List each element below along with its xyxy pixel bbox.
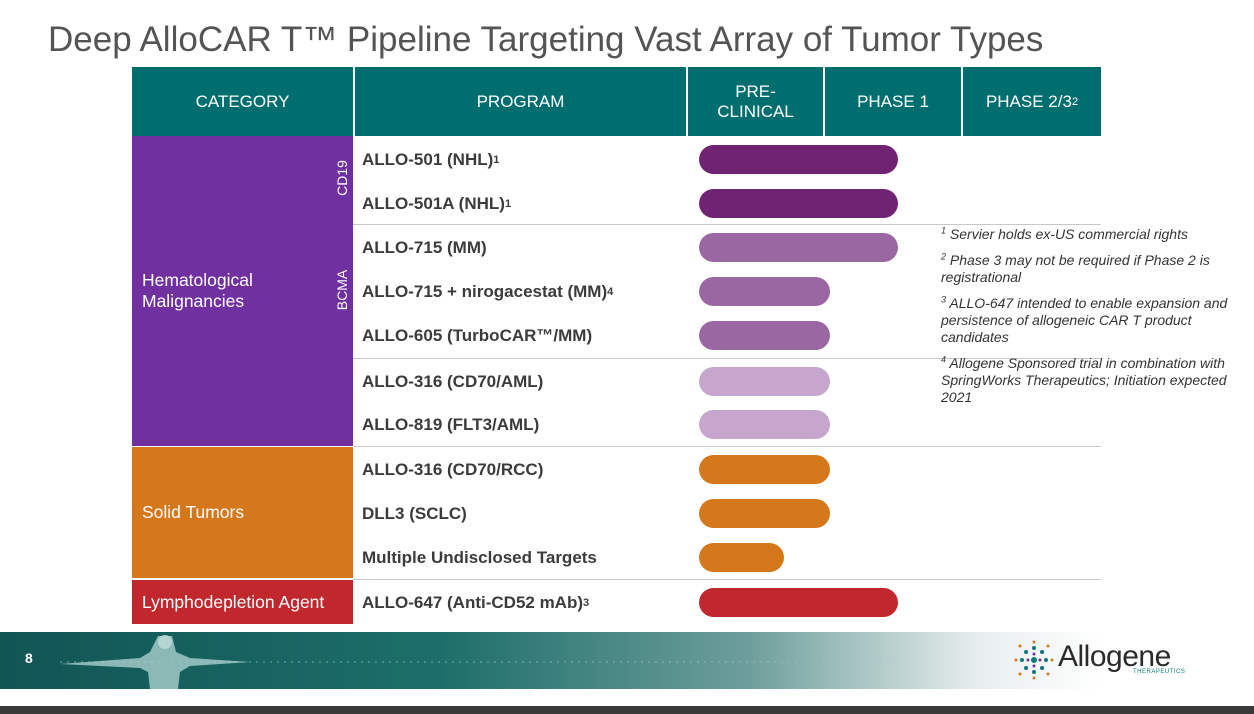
- table-header: CATEGORY PROGRAM PRE- CLINICAL PHASE 1 PH…: [132, 67, 1101, 136]
- row-separator: [353, 224, 1101, 225]
- program-name: ALLO-647 (Anti-CD52 mAb): [362, 593, 584, 612]
- allogene-logo-icon: [1014, 640, 1054, 680]
- allogene-logo-text: Allogene: [1058, 640, 1171, 673]
- program-row-label: ALLO-715 + nirogacestat (MM) 4: [362, 282, 614, 301]
- program-row-label: ALLO-316 (CD70/RCC): [362, 448, 543, 492]
- program-progress-bar: [699, 499, 830, 528]
- program-name: ALLO-501 (NHL): [362, 150, 494, 169]
- program-progress-bar: [699, 588, 898, 617]
- bcma-label: BCMA: [334, 269, 350, 311]
- program-progress-bar: [699, 455, 830, 484]
- row-separator: [353, 579, 1101, 580]
- program-progress-bar: [699, 145, 898, 174]
- program-progress-bar: [699, 277, 830, 306]
- cd19-label: CD19: [334, 160, 350, 196]
- program-name: ALLO-316 (CD70/AML): [362, 372, 544, 391]
- bottom-strip: [0, 706, 1254, 714]
- header-phase23: PHASE 2/3 2: [963, 67, 1101, 136]
- footnote-1: 1 Servier holds ex-US commercial rights: [941, 225, 1188, 242]
- footnote-4: 4 Allogene Sponsored trial in combinatio…: [941, 354, 1227, 405]
- program-progress-bar: [699, 543, 784, 572]
- footnote-2: 2 Phase 3 may not be required if Phase 2…: [941, 251, 1210, 285]
- program-name: ALLO-501A (NHL): [362, 194, 505, 213]
- category-solid-tumors: Solid Tumors: [132, 447, 353, 578]
- program-progress-bar: [699, 321, 830, 350]
- slide-title: Deep AlloCAR T™ Pipeline Targeting Vast …: [48, 20, 1044, 59]
- program-progress-bar: [699, 367, 830, 396]
- program-row-label: ALLO-715 (MM): [362, 226, 487, 270]
- program-name: DLL3 (SCLC): [362, 504, 467, 523]
- program-row-label: ALLO-316 (CD70/AML): [362, 360, 543, 404]
- row-separator: [353, 358, 1101, 359]
- program-name: ALLO-819 (FLT3/AML): [362, 415, 540, 434]
- program-progress-bar: [699, 189, 898, 218]
- program-row-label: ALLO-647 (Anti-CD52 mAb) 3: [362, 593, 590, 612]
- header-program: PROGRAM: [355, 67, 686, 136]
- human-figure-icon: [60, 635, 900, 689]
- category-hematological: Hematological Malignancies: [132, 136, 353, 446]
- row-separator: [353, 446, 1101, 447]
- program-progress-bar: [699, 233, 898, 262]
- program-row-label: ALLO-605 (TurboCAR™/MM): [362, 314, 592, 358]
- program-row-label: DLL3 (SCLC): [362, 492, 467, 536]
- header-phase1: PHASE 1: [825, 67, 961, 136]
- program-name: ALLO-605 (TurboCAR™/MM): [362, 326, 593, 345]
- allogene-logo-subtext: THERAPEUTICS: [1133, 669, 1186, 675]
- category-lymphodepletion: Lymphodepletion Agent: [132, 580, 353, 624]
- program-name: Multiple Undisclosed Targets: [362, 548, 597, 567]
- header-category: CATEGORY: [132, 67, 353, 136]
- page-number: 8: [25, 650, 33, 666]
- footnote-3: 3 ALLO-647 intended to enable expansion …: [941, 294, 1228, 345]
- program-name: ALLO-316 (CD70/RCC): [362, 460, 544, 479]
- program-row-label: ALLO-501A (NHL) 1: [362, 194, 512, 213]
- program-row-label: ALLO-819 (FLT3/AML): [362, 403, 539, 447]
- header-preclinical: PRE- CLINICAL: [688, 67, 823, 136]
- footnotes: 1 Servier holds ex-US commercial rights …: [941, 226, 1246, 415]
- program-name: ALLO-715 (MM): [362, 238, 487, 257]
- program-row-label: Multiple Undisclosed Targets: [362, 536, 597, 580]
- program-row-label: ALLO-501 (NHL) 1: [362, 150, 500, 169]
- program-name: ALLO-715 + nirogacestat (MM): [362, 282, 608, 301]
- program-progress-bar: [699, 410, 830, 439]
